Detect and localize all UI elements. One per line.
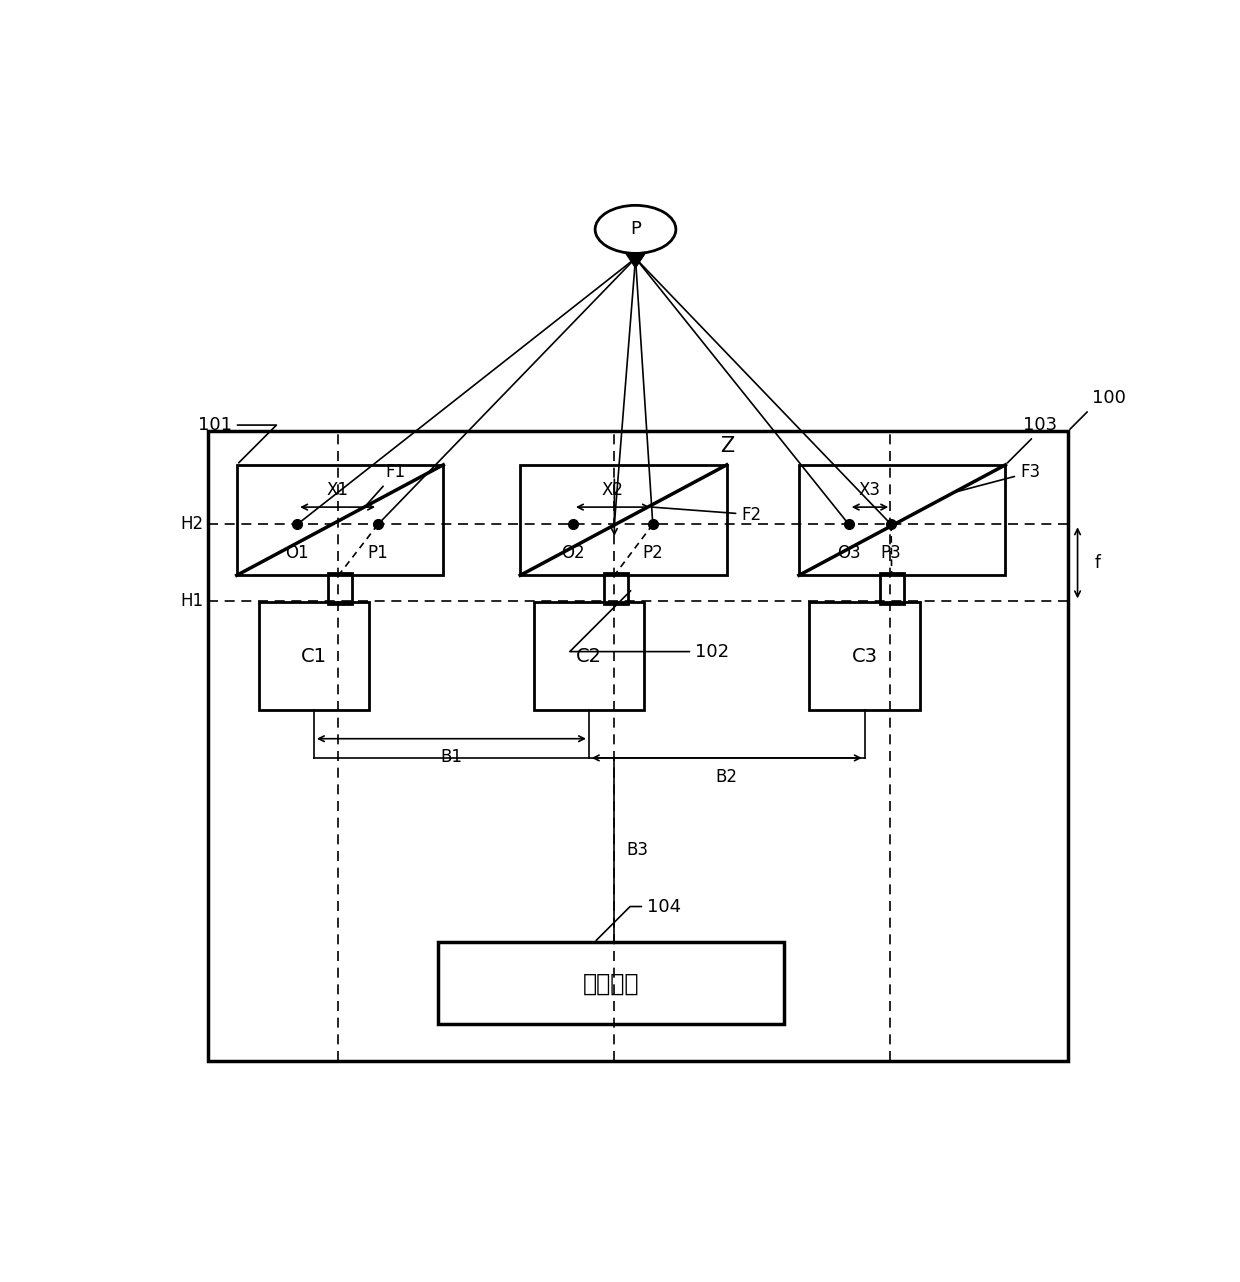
Polygon shape (626, 254, 645, 268)
Text: P3: P3 (880, 544, 901, 562)
Text: 100: 100 (1070, 390, 1126, 429)
Text: P: P (630, 221, 641, 238)
Bar (799, 465, 1006, 576)
Bar (439, 942, 785, 1024)
Text: H1: H1 (180, 592, 203, 610)
Text: P2: P2 (642, 544, 663, 562)
Text: P1: P1 (367, 544, 388, 562)
Bar (533, 603, 644, 710)
Text: F2: F2 (651, 505, 761, 523)
Text: B3: B3 (626, 841, 647, 859)
Text: O1: O1 (285, 544, 309, 562)
Text: F3: F3 (956, 463, 1040, 492)
Bar (879, 573, 904, 604)
Bar (237, 465, 444, 576)
Bar (259, 603, 370, 710)
Text: F1: F1 (367, 463, 405, 505)
Text: B2: B2 (715, 768, 738, 786)
Text: O3: O3 (837, 544, 861, 562)
Text: 101: 101 (198, 417, 277, 463)
Text: 102: 102 (570, 591, 729, 660)
Text: C3: C3 (852, 646, 878, 665)
Bar (327, 573, 352, 604)
Text: O2: O2 (562, 544, 585, 562)
Text: H2: H2 (180, 515, 203, 533)
Text: X2: X2 (601, 482, 624, 500)
Text: C1: C1 (301, 646, 327, 665)
Bar (208, 431, 1068, 1060)
Text: 103: 103 (1007, 417, 1056, 463)
Text: X1: X1 (326, 482, 348, 500)
Text: X3: X3 (859, 482, 880, 500)
Bar (521, 465, 727, 576)
Bar (604, 573, 627, 604)
Text: f: f (1095, 554, 1101, 572)
Bar (810, 603, 920, 710)
Text: Z: Z (719, 436, 734, 455)
Text: C2: C2 (575, 646, 601, 665)
Text: 处理机构: 处理机构 (583, 972, 640, 995)
Text: 104: 104 (596, 897, 681, 941)
Text: B1: B1 (440, 749, 463, 767)
